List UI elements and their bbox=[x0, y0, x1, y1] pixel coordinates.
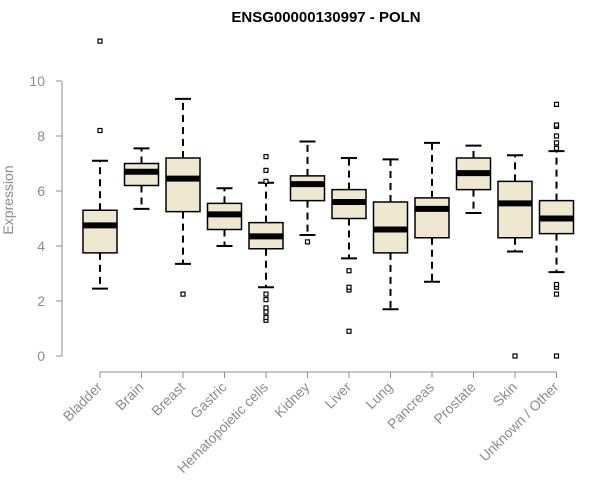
y-axis-label: Expression bbox=[0, 165, 16, 234]
outlier-point bbox=[553, 291, 560, 297]
outlier-point bbox=[553, 122, 560, 128]
outlier-point bbox=[263, 314, 269, 321]
x-tick-label: Kidney bbox=[271, 379, 313, 421]
outlier-point bbox=[346, 284, 352, 290]
boxes bbox=[82, 38, 575, 359]
outlier-point bbox=[553, 281, 560, 288]
outlier-point bbox=[263, 154, 269, 160]
box-liver bbox=[331, 157, 367, 334]
outlier-point bbox=[263, 167, 269, 173]
outlier-point bbox=[304, 239, 311, 245]
outlier-point bbox=[553, 353, 560, 359]
outlier-point bbox=[263, 291, 269, 297]
iqr-box bbox=[82, 209, 118, 254]
outlier-point bbox=[346, 268, 352, 274]
x-tick-label: Prostate bbox=[430, 379, 478, 427]
outlier-point bbox=[553, 140, 560, 146]
x-tick-label: Unknown / Other bbox=[476, 379, 562, 465]
box-gastric bbox=[206, 187, 243, 247]
x-tick-label: Breast bbox=[148, 379, 188, 419]
iqr-box bbox=[497, 180, 533, 239]
outlier-point bbox=[97, 38, 103, 44]
x-tick-label: Lung bbox=[362, 379, 395, 412]
outlier-point bbox=[553, 145, 560, 151]
x-tick-label: Bladder bbox=[60, 379, 106, 425]
outlier-point bbox=[512, 353, 518, 359]
outlier-point bbox=[180, 291, 186, 297]
x-tick-label: Skin bbox=[490, 379, 521, 410]
outlier-point bbox=[263, 178, 269, 184]
box-brain bbox=[123, 147, 160, 210]
outlier-point bbox=[346, 328, 352, 334]
y-tick-label: 6 bbox=[37, 183, 45, 199]
outlier-point bbox=[263, 305, 269, 311]
y-tick-label: 10 bbox=[29, 73, 45, 89]
box-breast bbox=[165, 97, 201, 297]
box-skin bbox=[497, 154, 533, 359]
box-hematopoietic-cells bbox=[248, 154, 284, 323]
x-tick-label: Brain bbox=[112, 379, 146, 413]
x-tick-label: Liver bbox=[321, 379, 354, 412]
box-unknown-other bbox=[538, 101, 575, 359]
outlier-point bbox=[263, 297, 269, 303]
box-prostate bbox=[455, 144, 492, 214]
iqr-box bbox=[289, 175, 326, 202]
chart-title: ENSG00000130997 - POLN bbox=[231, 9, 420, 26]
outlier-point bbox=[97, 127, 103, 134]
box-bladder bbox=[82, 38, 118, 290]
y-tick-label: 0 bbox=[37, 348, 45, 364]
outlier-point bbox=[553, 101, 560, 107]
y-tick-label: 8 bbox=[37, 128, 45, 144]
box-pancreas bbox=[414, 141, 450, 283]
y-tick-label: 4 bbox=[37, 238, 45, 254]
y-axis: 0 2 4 6 8 10 bbox=[29, 73, 63, 364]
y-tick-label: 2 bbox=[37, 293, 45, 309]
box-kidney bbox=[289, 140, 326, 245]
iqr-box bbox=[165, 157, 201, 213]
iqr-box bbox=[414, 197, 450, 239]
outlier-point bbox=[553, 133, 560, 139]
outlier-point bbox=[263, 309, 269, 315]
box-lung bbox=[372, 158, 409, 311]
